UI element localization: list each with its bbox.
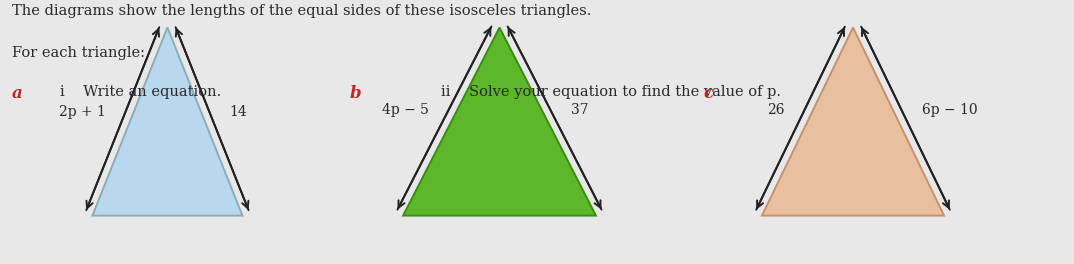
Polygon shape (403, 27, 596, 216)
Polygon shape (761, 27, 944, 216)
Text: 14: 14 (229, 105, 247, 119)
Text: The diagrams show the lengths of the equal sides of these isosceles triangles.: The diagrams show the lengths of the equ… (12, 4, 592, 18)
Text: i    Write an equation.: i Write an equation. (60, 85, 221, 99)
Text: b: b (349, 85, 361, 102)
Text: c: c (703, 85, 713, 102)
Polygon shape (92, 27, 243, 216)
Text: For each triangle:: For each triangle: (12, 46, 145, 60)
Text: 37: 37 (570, 103, 589, 117)
Text: 26: 26 (767, 103, 784, 117)
Text: a: a (12, 85, 23, 102)
Text: 2p + 1: 2p + 1 (59, 105, 106, 119)
Text: 6p − 10: 6p − 10 (921, 103, 977, 117)
Text: 4p − 5: 4p − 5 (381, 103, 429, 117)
Text: ii    Solve your equation to find the value of p.: ii Solve your equation to find the value… (440, 85, 781, 99)
